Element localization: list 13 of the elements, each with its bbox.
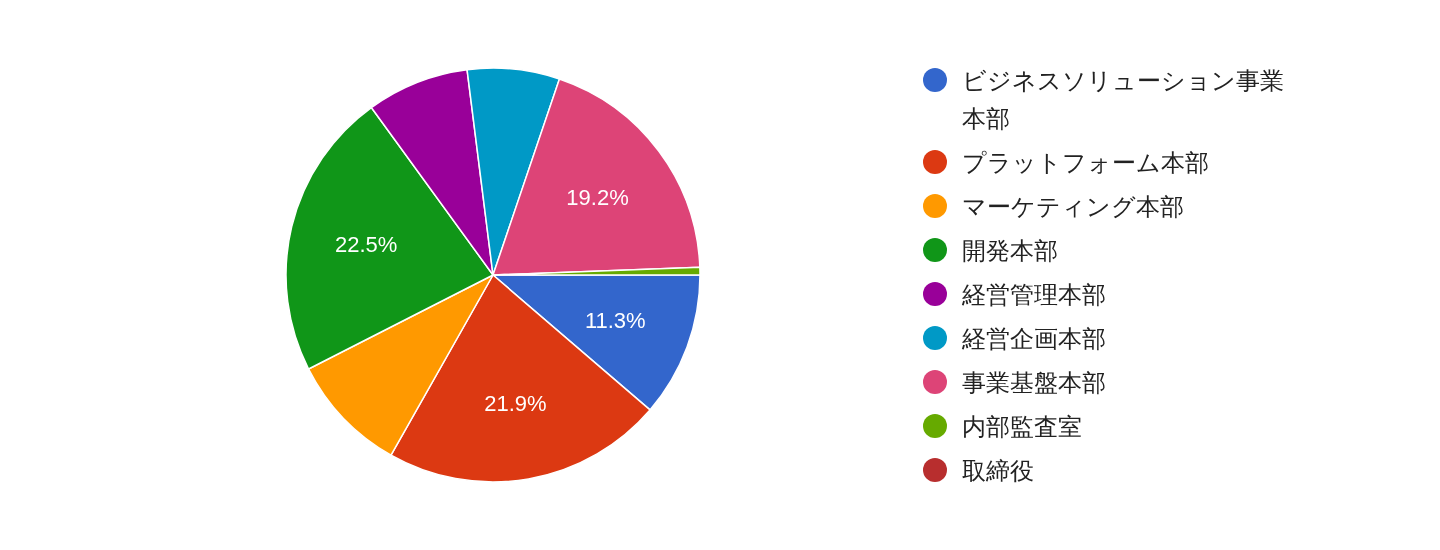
legend-label: 経営企画本部 xyxy=(961,324,1106,352)
legend-label: 開発本部 xyxy=(962,236,1058,264)
legend-label: マーケティング本部 xyxy=(962,192,1184,220)
data-label: 22.5% xyxy=(335,232,398,258)
data-label: 11.3% xyxy=(584,307,646,333)
legend-label: プラットフォーム本部 xyxy=(962,148,1209,176)
legend-label: ビジネスソリューション事業本部 xyxy=(962,66,1284,132)
legend-label: 事業基盤本部 xyxy=(962,368,1106,396)
data-label: 19.2% xyxy=(566,184,629,210)
legend-label: 取締役 xyxy=(962,456,1034,484)
legend-label: 経営管理本部 xyxy=(961,280,1106,308)
legend-label: 内部監査室 xyxy=(962,412,1082,440)
data-label: 21.9% xyxy=(484,390,547,416)
